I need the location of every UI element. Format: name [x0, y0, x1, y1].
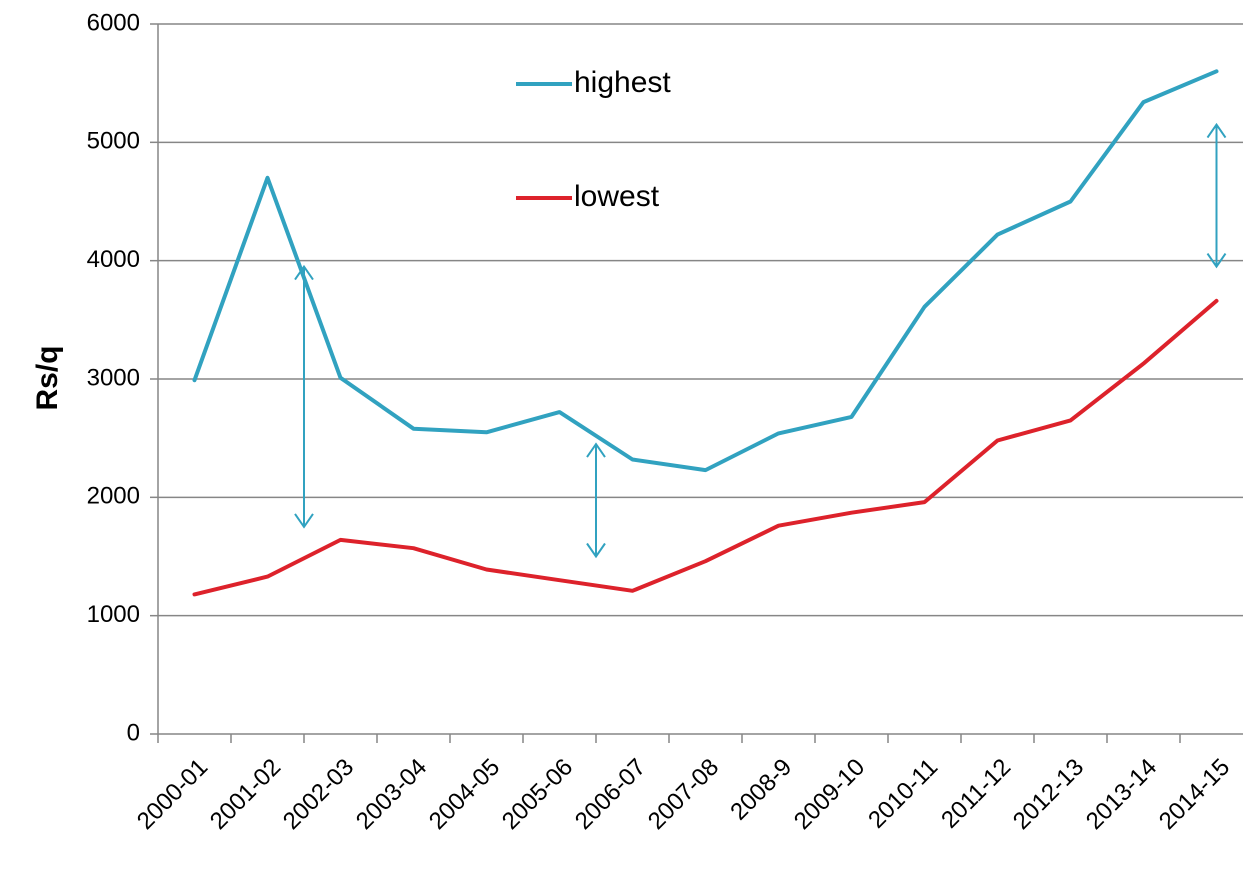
double-arrow [1206, 122, 1227, 269]
x-tick-label: 2002-03 [278, 754, 359, 835]
double-arrow [294, 264, 314, 529]
x-tick-label: 2001-02 [205, 754, 286, 835]
y-tick-label: 3000 [87, 364, 140, 391]
x-tick-label: 2006-07 [570, 754, 651, 835]
series-lines [192, 69, 1219, 597]
x-tick-label: 2009-10 [789, 754, 870, 835]
x-tick-label: 2014-15 [1154, 754, 1235, 835]
y-tick-label: 6000 [87, 9, 140, 36]
y-tick-labels: 0 1000 2000 3000 4000 5000 6000 [87, 9, 158, 746]
x-tick-label: 2000-01 [132, 754, 213, 835]
y-tick-label: 4000 [87, 246, 140, 273]
series-line-lowest [192, 298, 1219, 597]
x-tick-label: 2011-12 [936, 754, 1016, 834]
y-tick-label: 5000 [87, 128, 140, 155]
x-tick-label: 2007-08 [643, 754, 724, 835]
legend-label-highest: highest [574, 66, 671, 99]
y-axis-title: Rs/q [31, 345, 64, 410]
x-tick-label: 2005-06 [497, 754, 578, 835]
x-tick-label: 2008-9 [725, 754, 797, 826]
x-tick-label: 2013-14 [1081, 754, 1162, 835]
gap-arrows [294, 122, 1227, 559]
y-tick-label: 1000 [87, 601, 140, 628]
double-arrow [586, 442, 606, 559]
x-tick-label: 2004-05 [424, 754, 505, 835]
legend: highest lowest [516, 66, 671, 213]
y-tick-label: 0 [127, 719, 140, 746]
series-line-highest [192, 69, 1219, 473]
x-tick-label: 2003-04 [351, 754, 432, 835]
x-tick-labels: 2000-012001-022002-032003-042004-052005-… [132, 734, 1235, 835]
x-tick-label: 2010-11 [863, 754, 943, 834]
y-tick-label: 2000 [87, 483, 140, 510]
x-tick-label: 2012-13 [1008, 754, 1089, 835]
legend-label-lowest: lowest [574, 180, 660, 213]
